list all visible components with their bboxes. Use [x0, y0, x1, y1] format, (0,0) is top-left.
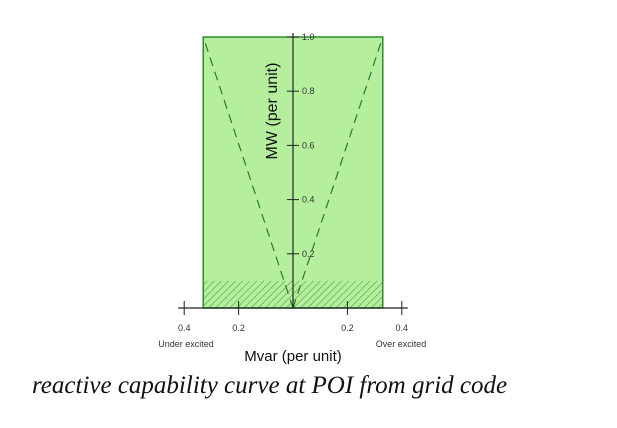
x-tick-label: 0.2 — [341, 323, 354, 333]
under-excited-limit-line — [202, 36, 294, 309]
x-tick-label: 0.4 — [396, 323, 409, 333]
over-excited-limit-line — [292, 36, 384, 309]
x-axis-ticks: 0.4 0.2 0.2 0.4 — [178, 301, 408, 333]
x-tick-label: 0.2 — [232, 323, 245, 333]
y-tick-label: 0.8 — [302, 86, 315, 96]
under-excited-label: Under excited — [158, 339, 214, 349]
over-excited-label: Over excited — [376, 339, 427, 349]
y-axis-ticks: 0.2 0.4 0.6 0.8 1.0 — [287, 32, 315, 259]
y-tick-label: 0.2 — [302, 249, 315, 259]
y-tick-label: 1.0 — [302, 32, 315, 42]
x-axis-title: Mvar (per unit) — [244, 348, 342, 365]
figure-caption: reactive capability curve at POI from gr… — [32, 372, 508, 399]
y-tick-label: 0.6 — [302, 140, 315, 150]
x-tick-label: 0.4 — [178, 323, 191, 333]
y-axis-title: MW (per unit) — [264, 63, 281, 160]
y-tick-label: 0.4 — [302, 195, 315, 205]
